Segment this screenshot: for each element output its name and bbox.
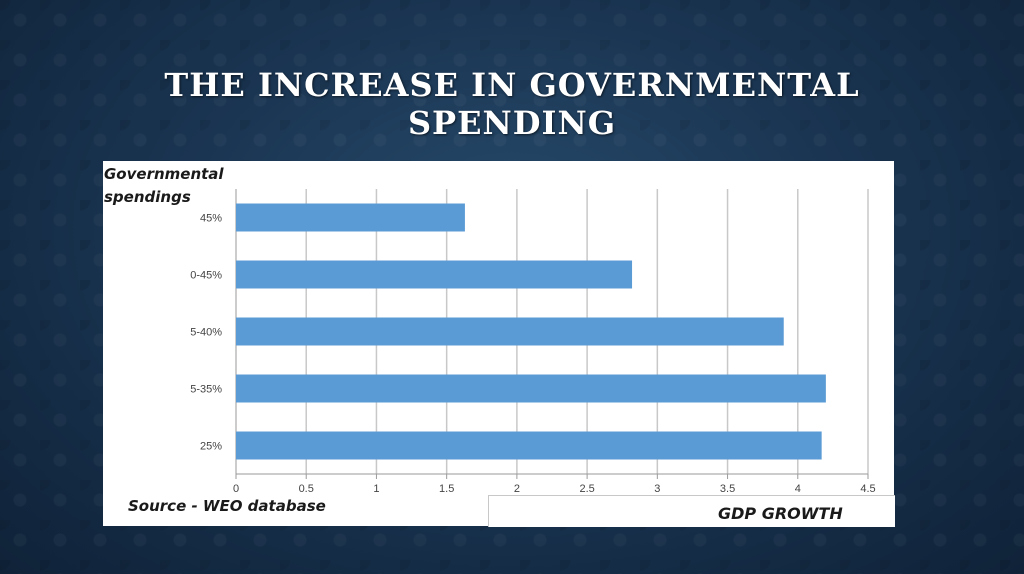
slide-title: THE INCREASE IN GOVERNMENTAL SPENDING (0, 66, 1024, 142)
y-category-label-1: 0-45% (190, 270, 222, 282)
x-tick-label-5: 2.5 (579, 483, 594, 495)
y-category-label-3: 5-35% (190, 384, 222, 396)
x-tick-label-9: 4.5 (860, 483, 875, 495)
chart-panel: 0 0.5 1 1.5 2 2.5 3 3.5 4 4.5 45% 0-45% 5-40% 5-35% 25… (103, 161, 895, 527)
bar-4 (236, 431, 822, 460)
x-tick-label-7: 3.5 (720, 483, 735, 495)
y-axis-title-line-1: Governmental (104, 165, 224, 183)
x-tick-label-2: 1 (373, 483, 379, 495)
y-category-label-0: 45% (200, 213, 222, 225)
y-category-label-4: 25% (200, 441, 222, 453)
slide-title-line-2: SPENDING (407, 104, 617, 142)
bar-3 (236, 374, 826, 403)
bar-1 (236, 260, 633, 289)
x-tick-label-3: 1.5 (439, 483, 454, 495)
x-tick-label-4: 2 (514, 483, 520, 495)
bar-0 (236, 203, 465, 232)
x-tick-label-0: 0 (233, 483, 239, 495)
y-axis-title: Governmental spendings (104, 163, 224, 209)
x-tick-label-1: 0.5 (299, 483, 314, 495)
x-axis-title: GDP GROWTH (718, 504, 843, 523)
slide-title-line-1: THE INCREASE IN GOVERNMENTAL (164, 66, 860, 104)
y-category-label-2: 5-40% (190, 327, 222, 339)
x-tick-label-6: 3 (654, 483, 660, 495)
y-axis-title-line-2: spendings (104, 188, 191, 206)
bar-chart: 0 0.5 1 1.5 2 2.5 3 3.5 4 4.5 45% 0-45% 5-40% 5-35% 25… (190, 189, 876, 495)
source-note: Source - WEO database (128, 497, 326, 515)
bar-2 (236, 317, 784, 346)
x-axis-title-box (488, 495, 895, 527)
x-tick-label-8: 4 (795, 483, 801, 495)
